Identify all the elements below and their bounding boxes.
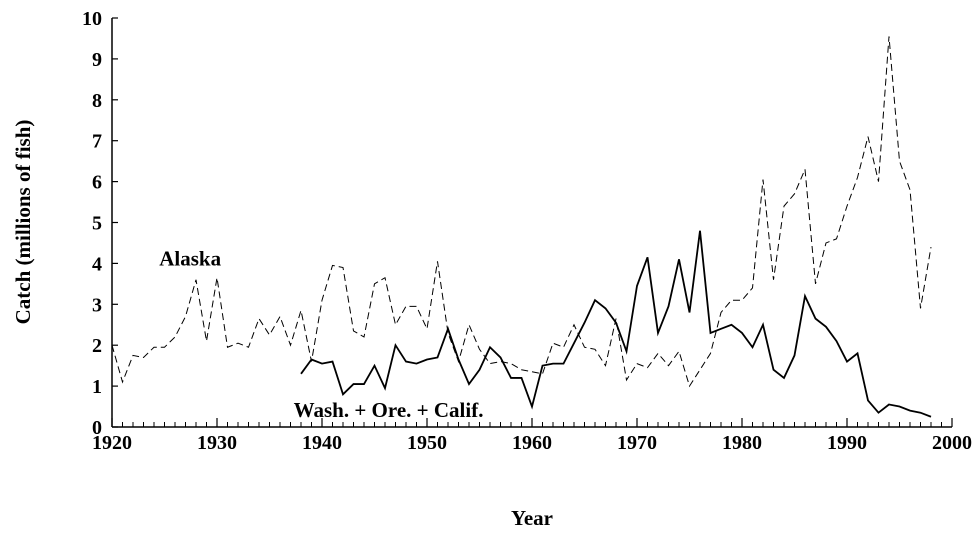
y-tick-label: 3 (92, 294, 102, 316)
x-tick-label: 1960 (512, 432, 552, 454)
x-tick-label: 1970 (617, 432, 657, 454)
x-tick-label: 1950 (407, 432, 447, 454)
y-tick-label: 2 (92, 335, 102, 357)
y-tick-label: 0 (92, 417, 102, 439)
y-tick-label: 10 (82, 8, 102, 30)
y-tick-label: 4 (92, 253, 102, 275)
series-line (111, 36, 932, 388)
x-tick-label: 1930 (197, 432, 237, 454)
series-label: Alaska (159, 246, 221, 270)
y-tick-label: 6 (92, 172, 102, 194)
y-tick-label: 7 (92, 131, 102, 153)
x-tick-label: 1980 (722, 432, 762, 454)
x-tick-label: 1920 (92, 432, 132, 454)
x-tick-label: 1990 (827, 432, 867, 454)
x-tick-label: 2000 (932, 432, 972, 454)
y-tick-label: 5 (92, 213, 102, 235)
series-line (300, 230, 932, 418)
x-axis-label: Year (511, 506, 553, 530)
y-tick-label: 1 (92, 376, 102, 398)
y-axis-label: Catch (millions of fish) (11, 120, 35, 325)
x-tick-label: 1940 (302, 432, 342, 454)
series-label: Wash. + Ore. + Calif. (294, 398, 484, 422)
y-tick-label: 8 (92, 90, 102, 112)
y-tick-label: 9 (92, 49, 102, 71)
